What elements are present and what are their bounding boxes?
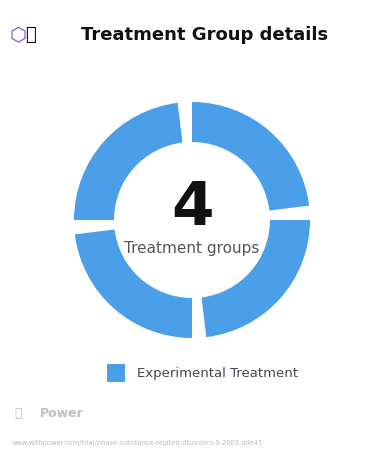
Wedge shape	[74, 103, 182, 220]
Text: Power: Power	[40, 406, 84, 419]
Text: 4: 4	[171, 179, 213, 238]
Wedge shape	[202, 220, 310, 337]
Wedge shape	[75, 230, 192, 338]
Bar	[107, 364, 125, 382]
Text: Treatment Group details: Treatment Group details	[81, 26, 329, 44]
Wedge shape	[192, 102, 309, 211]
Text: ⬡: ⬡	[10, 26, 26, 45]
Text: www.withpower.com/trial/phase-substance-related-disorders-9-2003-dde45: www.withpower.com/trial/phase-substance-…	[12, 440, 263, 446]
Text: 👥: 👥	[25, 26, 35, 44]
Text: Treatment groups: Treatment groups	[124, 240, 260, 255]
Text: ⛉: ⛉	[14, 406, 22, 419]
Text: Experimental Treatment: Experimental Treatment	[137, 366, 298, 379]
